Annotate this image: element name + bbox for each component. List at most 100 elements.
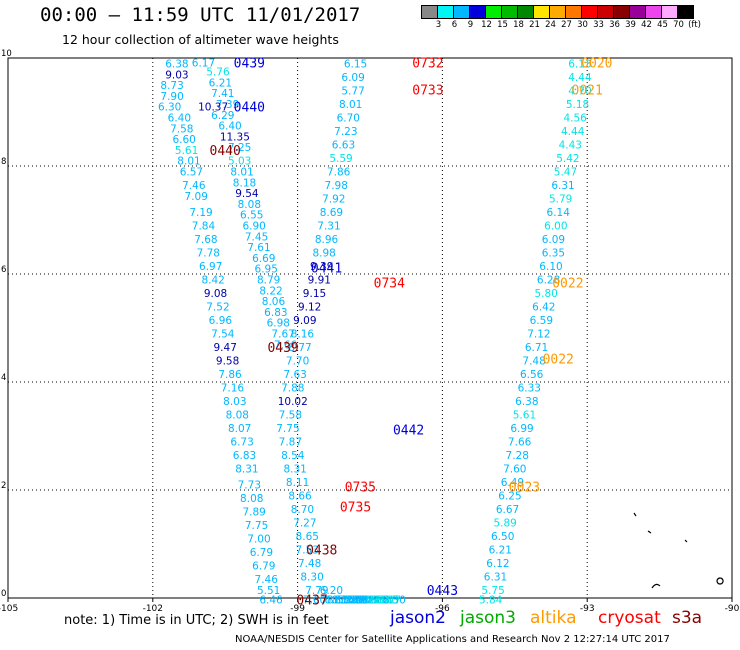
data-point: 7.45 [245,231,268,243]
data-point: 6.33 [518,382,541,394]
data-point: 7.90 [160,91,183,103]
data-point: 6.46 [259,595,283,607]
data-point: 5.75 [481,585,504,597]
data-point: 6.61 [325,595,348,607]
chart-title: 00:00 – 11:59 UTC 11/01/2017 [40,4,361,26]
pass-time-label: 0023 [509,480,540,495]
data-point: 7.68 [194,234,217,246]
legend-s3a: s3a [672,608,703,628]
pass-time-label: 0021 [572,83,603,98]
data-point: 8.16 [291,328,315,340]
data-point: 8.77 [334,595,357,607]
y-tick-label: 0 [1,589,6,599]
y-tick-label: 4 [1,373,6,383]
data-point: 7.61 [247,242,270,254]
y-tick-label: 6 [1,265,6,275]
data-point: 6.67 [496,504,519,516]
colorbar-label: 21 [529,20,540,30]
data-point: 8.65 [296,531,319,543]
pass-time-label: 0020 [581,56,612,71]
data-point: 7.78 [197,247,220,259]
data-point: 5.47 [554,166,577,178]
y-tick-label: 10 [1,49,12,59]
data-point: 6.21 [489,544,512,556]
data-point: 8.50 [327,595,350,607]
data-point: 6.60 [172,134,195,146]
data-point: 7.67 [271,328,294,340]
y-tick-label: 2 [1,481,6,491]
data-point: 7.09 [185,191,208,203]
data-point: 8.01 [230,166,253,178]
colorbar-label: 6 [451,20,458,30]
data-point: 6.15 [344,58,367,70]
pass-time-label: 0733 [412,83,443,98]
data-point: 5.42 [556,153,579,165]
data-point: 9.58 [216,355,239,367]
plot-frame [7,57,733,599]
data-point: 8.54 [281,450,305,462]
pass-time-label: 0022 [543,352,574,367]
coastline-marks [633,512,724,589]
data-point: 5.79 [549,193,572,205]
data-point: 8.31 [283,463,306,475]
data-point: 7.66 [341,595,365,607]
legend-jason2: jason2 [390,608,446,628]
legend-cryosat: cryosat [598,608,661,628]
colorbar-label: 9 [467,20,474,30]
colorbar-label: 36 [609,20,620,30]
data-point: 6.25 [498,490,521,502]
data-point: 7.86 [218,369,242,381]
colorbar-label: 45 [657,20,668,30]
data-point: 7.46 [255,574,279,586]
colorbar-label: 33 [593,20,604,30]
data-point: 6.90 [242,220,265,232]
data-point: 6.00 [544,220,567,232]
data-point: 7.58 [170,123,193,135]
data-point: 8.01 [177,156,200,168]
data-point: 8.79 [257,274,280,286]
data-point: 6.09 [341,72,364,84]
data-point: 8.36 [332,595,356,607]
x-tick-label: -102 [143,604,163,614]
data-point: 7.16 [221,382,245,394]
footer-credit: NOAA/NESDIS Center for Satellite Applica… [235,634,670,645]
data-point: 8.22 [259,285,282,297]
data-point: 7.63 [283,369,306,381]
data-point: 6.99 [510,423,533,435]
data-point: 6.57 [180,166,203,178]
data-point: 8.73 [160,80,183,92]
x-tick-label: -93 [580,604,595,614]
pass-time-label: 0437 [296,594,327,609]
pass-time-label: 0442 [393,424,424,439]
data-point: 6.73 [230,436,253,448]
data-point: 7.05 [344,595,367,607]
data-point: 6.30 [158,102,181,114]
data-point: 7.88 [281,382,304,394]
data-point: 6.28 [537,274,560,286]
data-point: 6.14 [547,207,571,219]
data-point: 7.87 [279,436,302,448]
colorbar-label: 18 [513,20,524,30]
data-point: 7.75 [276,423,299,435]
data-point: 8.18 [233,177,256,189]
data-point: 9.09 [293,315,316,327]
pass-time-label: 0440 [234,101,265,116]
pass-time-label: 0022 [552,277,583,292]
y-tick-label: 8 [1,157,6,167]
data-point: 8.06 [262,296,286,308]
pass-time-label: 0734 [374,277,405,292]
data-point: 8.08 [238,199,261,211]
data-point: 6.79 [250,547,273,559]
x-tick-label: -96 [435,604,450,614]
data-point: 7.84 [192,220,216,232]
data-point: 6.97 [199,261,222,273]
data-point: 9.15 [303,288,326,300]
data-point: 6.17 [192,57,215,69]
data-point: 8.08 [240,493,263,505]
colorbar [421,5,694,19]
data-point: 8.69 [320,207,343,219]
x-tick-label: -99 [290,604,305,614]
data-point: 7.48 [522,355,545,367]
data-point: 11.35 [220,131,250,143]
data-point: 6.42 [532,301,555,313]
